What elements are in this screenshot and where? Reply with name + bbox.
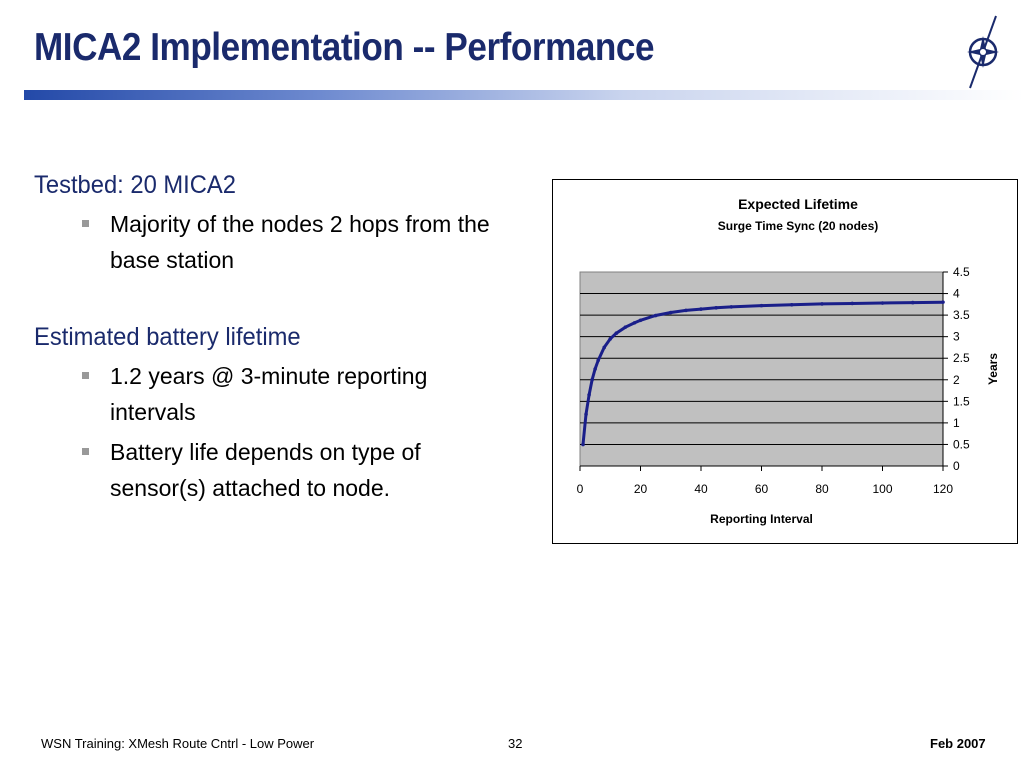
bullet-item: 1.2 years @ 3-minute reporting intervals: [82, 358, 510, 430]
y-axis-label: Years: [986, 353, 1000, 385]
data-point: [880, 301, 885, 305]
data-point: [593, 367, 597, 371]
x-tick-label: 60: [755, 482, 769, 496]
bullet-item: Majority of the nodes 2 hops from the ba…: [82, 206, 510, 278]
x-tick-label: 20: [634, 482, 648, 496]
data-point: [602, 345, 606, 350]
data-point: [632, 321, 637, 325]
data-point: [638, 318, 643, 323]
data-point: [653, 313, 658, 318]
footer-course: WSN Training: XMesh Route Cntrl - Low Po…: [41, 736, 315, 751]
chart-container: Expected Lifetime Surge Time Sync (20 nod…: [552, 179, 1018, 544]
data-point: [596, 358, 600, 363]
x-tick-label: 120: [933, 482, 953, 496]
y-tick-label: 0.5: [953, 437, 970, 451]
x-tick-label: 80: [815, 482, 829, 496]
square-bullet-icon: [82, 372, 89, 379]
bullet-heading-testbed: Testbed: 20 MICA2: [34, 171, 236, 199]
data-point: [820, 302, 824, 306]
expected-lifetime-chart: Expected Lifetime Surge Time Sync (20 nod…: [577, 196, 1000, 526]
data-point: [684, 308, 688, 313]
title-underline: [24, 90, 1024, 100]
data-point: [587, 393, 591, 397]
compass-star-icon: [967, 15, 999, 89]
data-point: [668, 310, 673, 315]
chart-title: Expected Lifetime: [738, 196, 858, 212]
y-tick-label: 1: [953, 416, 960, 430]
data-point: [759, 303, 764, 308]
y-tick-label: 4.5: [953, 265, 970, 279]
y-tick-label: 3: [953, 330, 960, 344]
data-point: [608, 337, 613, 341]
bullet-list: Testbed: 20 MICA2 Majority of the nodes …: [34, 168, 514, 506]
x-tick-label: 40: [694, 482, 708, 496]
bullet-heading-battery: Estimated battery lifetime: [34, 323, 301, 351]
x-tick-label: 100: [872, 482, 892, 496]
data-point: [941, 300, 945, 304]
slide-title: MICA2 Implementation -- Performance: [34, 26, 655, 69]
data-point: [581, 442, 585, 447]
y-tick-label: 4: [953, 287, 960, 301]
data-point: [699, 307, 703, 311]
data-point: [590, 377, 594, 382]
plot-area: [579, 271, 944, 467]
data-point: [623, 325, 628, 329]
data-point: [910, 300, 915, 305]
data-point: [789, 302, 794, 307]
footer-date: Feb 2007: [930, 736, 986, 751]
bullet-item-text: 1.2 years @ 3-minute reporting intervals: [110, 363, 428, 425]
x-tick-label: 0: [577, 482, 584, 496]
y-tick-label: 0: [953, 459, 960, 473]
footer-page-number: 32: [508, 736, 523, 751]
data-point: [614, 331, 619, 336]
y-tick-label: 3.5: [953, 308, 970, 322]
square-bullet-icon: [82, 448, 89, 455]
bullet-item-text: Majority of the nodes 2 hops from the ba…: [110, 211, 490, 273]
square-bullet-icon: [82, 220, 89, 227]
data-point: [729, 305, 734, 309]
x-axis-label: Reporting Interval: [710, 512, 813, 526]
data-point: [714, 305, 718, 310]
bullet-item: Battery life depends on type of sensor(s…: [82, 434, 510, 506]
y-tick-label: 2: [953, 373, 960, 387]
chart-subtitle: Surge Time Sync (20 nodes): [718, 219, 879, 233]
bullet-item-text: Battery life depends on type of sensor(s…: [110, 439, 421, 501]
y-tick-label: 2.5: [953, 351, 970, 365]
data-point: [584, 412, 588, 417]
data-point: [850, 301, 855, 306]
y-tick-label: 1.5: [953, 394, 970, 408]
